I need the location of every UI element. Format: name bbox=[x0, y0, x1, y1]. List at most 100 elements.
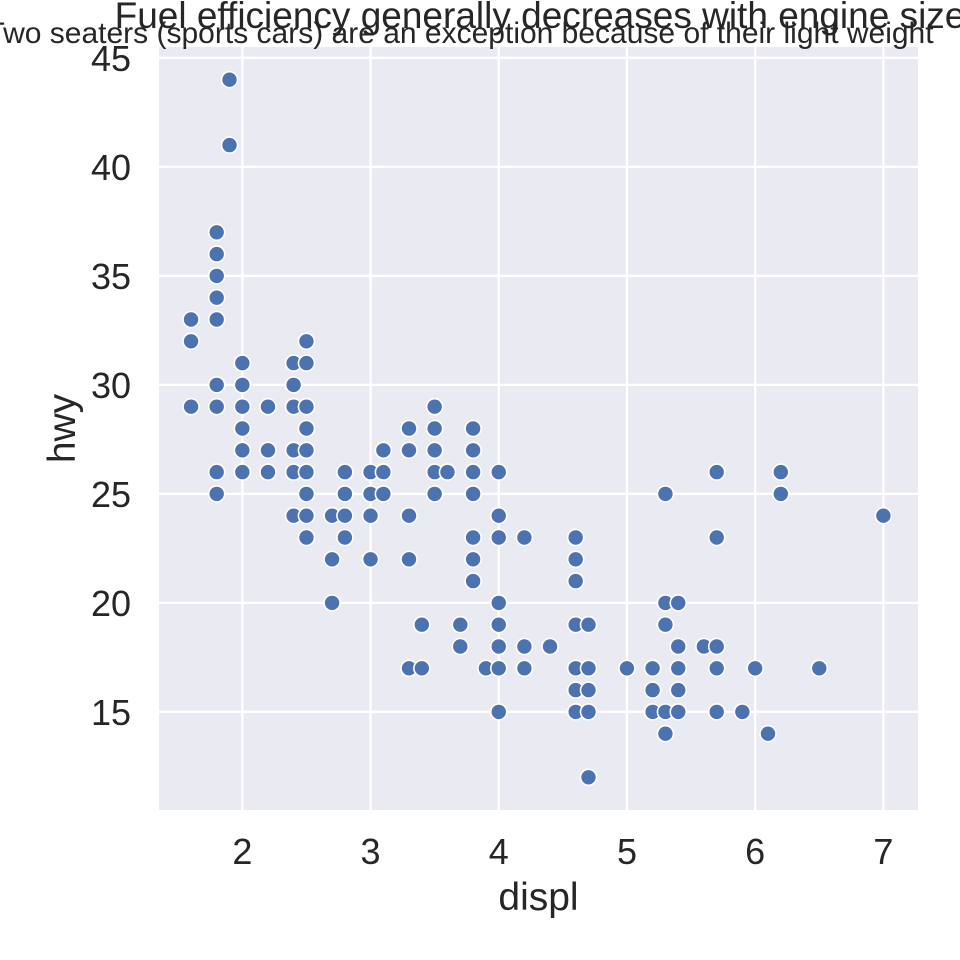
data-point bbox=[297, 485, 316, 503]
gridlines bbox=[159, 47, 918, 810]
data-point bbox=[464, 463, 482, 481]
data-point bbox=[579, 703, 598, 721]
data-point bbox=[207, 485, 226, 503]
data-point bbox=[489, 463, 508, 481]
data-point bbox=[233, 441, 252, 460]
data-point bbox=[207, 310, 226, 329]
data-point bbox=[669, 659, 688, 678]
data-point bbox=[233, 354, 252, 372]
data-point bbox=[707, 703, 726, 721]
data-point bbox=[874, 506, 893, 525]
data-point bbox=[259, 441, 277, 460]
data-point bbox=[297, 397, 316, 416]
data-point bbox=[220, 70, 239, 89]
data-point bbox=[438, 463, 457, 481]
data-point bbox=[464, 485, 482, 503]
x-tick-label: 4 bbox=[489, 831, 509, 872]
x-tick-label: 2 bbox=[232, 831, 252, 872]
chart-subtitle: Two seaters (sports cars) are an excepti… bbox=[0, 17, 934, 50]
data-point bbox=[656, 615, 675, 634]
data-point bbox=[425, 419, 444, 438]
x-tick-label: 6 bbox=[745, 831, 765, 872]
data-point bbox=[207, 397, 226, 416]
data-point bbox=[489, 703, 508, 721]
data-point bbox=[297, 463, 316, 481]
data-point bbox=[259, 463, 277, 481]
data-point bbox=[669, 703, 688, 721]
data-point bbox=[515, 659, 534, 678]
y-tick-label: 15 bbox=[91, 692, 131, 733]
data-point bbox=[400, 550, 418, 569]
data-point bbox=[297, 332, 316, 351]
data-point bbox=[515, 528, 534, 547]
data-point bbox=[489, 659, 508, 678]
data-point bbox=[207, 376, 226, 394]
data-point bbox=[336, 506, 354, 525]
data-point bbox=[489, 506, 508, 525]
y-tick-label: 35 bbox=[91, 256, 131, 297]
data-point bbox=[374, 463, 393, 481]
data-point bbox=[707, 659, 726, 678]
y-tick-label: 40 bbox=[91, 147, 131, 188]
data-point bbox=[579, 681, 598, 699]
data-point bbox=[489, 637, 508, 656]
data-point bbox=[425, 441, 444, 460]
data-point bbox=[489, 528, 508, 547]
data-point bbox=[489, 594, 508, 612]
y-tick-label: 20 bbox=[91, 583, 131, 624]
data-point bbox=[464, 572, 482, 590]
data-point bbox=[669, 637, 688, 656]
data-point bbox=[579, 659, 598, 678]
y-tick-label: 30 bbox=[91, 365, 131, 406]
data-point bbox=[323, 550, 341, 569]
data-point bbox=[425, 397, 444, 416]
data-point bbox=[579, 768, 598, 787]
data-point bbox=[220, 136, 239, 154]
data-point bbox=[489, 615, 508, 634]
data-point bbox=[207, 223, 226, 242]
data-point bbox=[297, 419, 316, 438]
data-point bbox=[361, 506, 380, 525]
data-point bbox=[707, 463, 726, 481]
data-point bbox=[374, 485, 393, 503]
data-point bbox=[772, 485, 790, 503]
data-point bbox=[233, 419, 252, 438]
data-point bbox=[541, 637, 559, 656]
x-axis-ticks: 2 3 4 5 6 7 bbox=[232, 831, 893, 872]
data-point bbox=[669, 681, 688, 699]
data-point bbox=[733, 703, 752, 721]
data-point bbox=[464, 550, 482, 569]
x-axis-label: displ bbox=[498, 876, 578, 919]
data-point bbox=[656, 485, 675, 503]
data-point bbox=[643, 681, 662, 699]
data-point bbox=[259, 397, 277, 416]
data-point bbox=[297, 354, 316, 372]
data-point bbox=[233, 463, 252, 481]
data-point bbox=[297, 506, 316, 525]
data-point bbox=[413, 659, 431, 678]
data-point bbox=[656, 724, 675, 743]
data-point bbox=[207, 463, 226, 481]
data-point bbox=[336, 485, 354, 503]
data-point bbox=[464, 441, 482, 460]
data-point bbox=[515, 637, 534, 656]
data-point bbox=[297, 441, 316, 460]
data-point bbox=[464, 419, 482, 438]
data-point bbox=[400, 506, 418, 525]
x-tick-label: 5 bbox=[617, 831, 637, 872]
data-point bbox=[451, 615, 470, 634]
y-tick-label: 45 bbox=[91, 38, 131, 79]
data-point bbox=[297, 528, 316, 547]
data-point bbox=[207, 288, 226, 307]
x-tick-label: 3 bbox=[361, 831, 381, 872]
data-point bbox=[566, 550, 585, 569]
data-point bbox=[810, 659, 829, 678]
data-point bbox=[336, 528, 354, 547]
data-point bbox=[425, 485, 444, 503]
data-point bbox=[579, 615, 598, 634]
data-point bbox=[233, 376, 252, 394]
data-point bbox=[400, 441, 418, 460]
data-point bbox=[374, 441, 393, 460]
data-point bbox=[643, 659, 662, 678]
data-point bbox=[707, 637, 726, 656]
